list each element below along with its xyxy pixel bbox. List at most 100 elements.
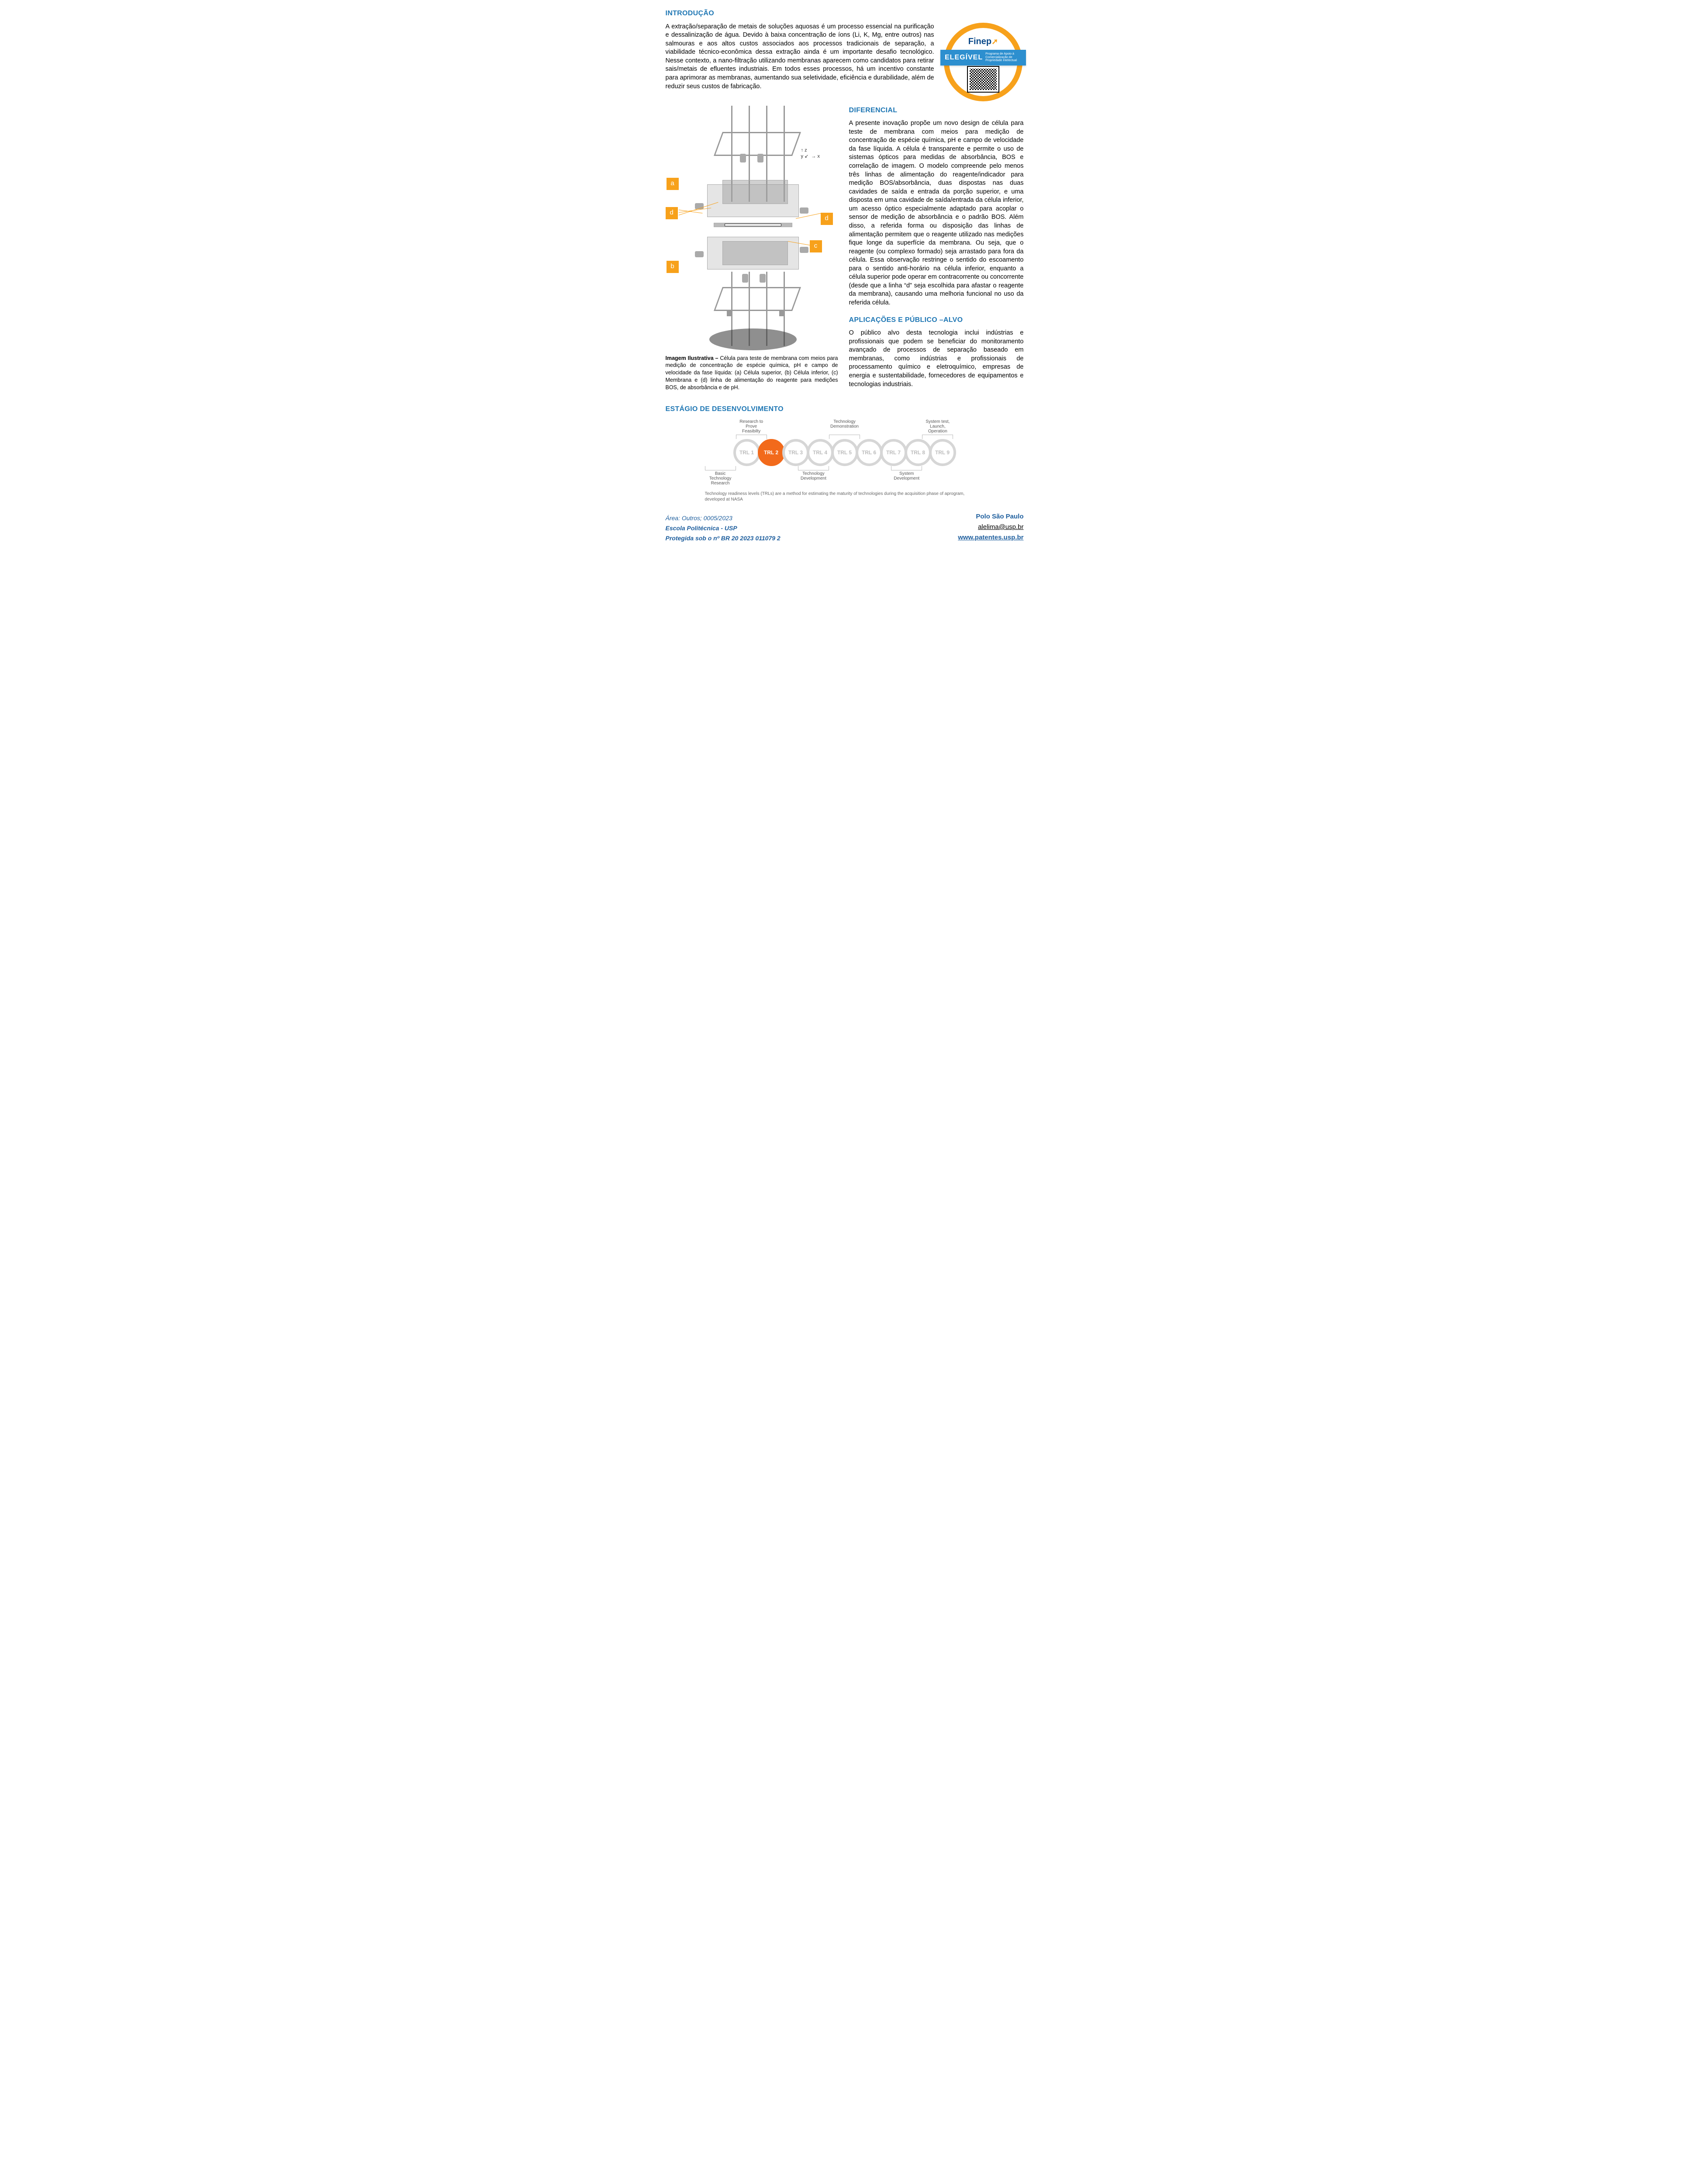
trl-circle-2: TRL 2 <box>758 439 785 466</box>
lower-cell-inner <box>722 241 788 265</box>
trl-note: Technology readiness levels (TRLs) are a… <box>705 491 984 503</box>
footer-right: Polo São Paulo alelima@usp.br www.patent… <box>958 512 1023 543</box>
text-column: DIFERENCIAL A presente inovação propõe u… <box>849 106 1024 395</box>
nut <box>779 311 784 316</box>
trl-top-brackets <box>705 435 984 439</box>
axis-x: x <box>817 154 820 159</box>
trl-top-label <box>767 418 798 435</box>
trl-bracket <box>705 466 736 470</box>
axis-y: y <box>801 154 804 159</box>
trl-top-label <box>705 418 736 435</box>
footer-polo: Polo São Paulo <box>958 512 1023 521</box>
trl-circle-5: TRL 5 <box>831 439 858 466</box>
diferencial-body: A presente inovação propõe um novo desig… <box>849 119 1024 307</box>
section-title-aplicacoes: APLICAÇÕES E PÚBLICO –ALVO <box>849 315 1024 325</box>
figure-label-d-left: d <box>666 207 678 219</box>
figure-label-d-right: d <box>821 213 833 225</box>
ribbon-sub3: Propriedade Intelectual <box>985 59 1017 62</box>
ribbon-main-text: ELEGÍVEL <box>945 53 983 62</box>
trl-bottom-label <box>922 470 953 487</box>
trl-bottom-label <box>767 470 798 487</box>
trl-bottom-label: Technology Development <box>798 470 829 487</box>
trl-circles-row: TRL 1TRL 2TRL 3TRL 4TRL 5TRL 6TRL 7TRL 8… <box>733 439 956 466</box>
trl-top-label <box>953 418 984 435</box>
side-port <box>695 251 704 257</box>
trl-bottom-label <box>829 470 860 487</box>
finep-arrow-icon: ➚ <box>991 37 998 46</box>
fitting <box>740 154 746 162</box>
figure-caption: Imagem Ilustrativa – Célula para teste d… <box>666 355 838 391</box>
trl-bottom-label: System Development <box>891 470 922 487</box>
finep-logo: Finep➚ <box>968 36 998 48</box>
exploded-cell-figure: ↑ z y ↙ → x <box>666 106 838 350</box>
section-title-intro: INTRODUÇÃO <box>666 9 1024 18</box>
trl-bottom-label <box>953 470 984 487</box>
caption-lead: Imagem Ilustrativa – <box>666 355 720 361</box>
membrane-frame <box>725 224 781 226</box>
trl-top-label <box>891 418 922 435</box>
section-title-diferencial: DIFERENCIAL <box>849 106 1024 115</box>
trl-top-label: System test, Launch, Operation <box>922 418 953 435</box>
trl-circle-4: TRL 4 <box>807 439 834 466</box>
intro-row: A extração/separação de metais de soluçõ… <box>666 23 1024 101</box>
footer-protected: Protegida sob o nº BR 20 2023 011079 2 <box>666 534 781 543</box>
trl-top-labels: Research to Prove Feasibilty Technology D… <box>705 418 984 435</box>
shadow <box>709 328 797 350</box>
trl-top-label: Technology Demonstration <box>829 418 860 435</box>
trl-circle-3: TRL 3 <box>782 439 809 466</box>
trl-top-label <box>860 418 891 435</box>
intro-body: A extração/separação de metais de soluçõ… <box>666 23 934 101</box>
axis-indicator: ↑ z y ↙ → x <box>801 147 820 160</box>
badge-ribbon: ELEGÍVEL Programa de Apoio à Comercializ… <box>940 50 1026 66</box>
footer-site-link[interactable]: www.patentes.usp.br <box>958 533 1023 542</box>
ribbon-sub2: Comercialização de <box>985 56 1012 59</box>
finep-text: Finep <box>968 37 991 46</box>
trl-bottom-label: Basic Technology Research <box>705 470 736 487</box>
trl-circle-8: TRL 8 <box>905 439 932 466</box>
footer-school: Escola Politécnica - USP <box>666 524 781 532</box>
trl-section: ESTÁGIO DE DESENVOLVIMENTO Research to P… <box>666 404 1024 503</box>
top-frame <box>713 132 801 156</box>
nut <box>727 311 732 316</box>
trl-bottom-brackets <box>705 466 984 470</box>
section-title-estagio: ESTÁGIO DE DESENVOLVIMENTO <box>666 404 1024 414</box>
trl-circle-7: TRL 7 <box>880 439 907 466</box>
figure-label-a: a <box>667 178 679 190</box>
badge-column: Finep➚ ELEGÍVEL Programa de Apoio à Come… <box>943 23 1024 101</box>
figure-column: ↑ z y ↙ → x <box>666 106 838 395</box>
trl-bottom-label <box>860 470 891 487</box>
trl-diagram: Research to Prove Feasibilty Technology D… <box>666 418 1024 503</box>
trl-circle-9: TRL 9 <box>929 439 956 466</box>
mid-row: ↑ z y ↙ → x <box>666 106 1024 395</box>
axis-z: z <box>805 148 807 153</box>
bottom-frame <box>713 287 801 311</box>
qr-code-icon <box>968 67 998 92</box>
trl-bracket <box>922 435 953 439</box>
aplicacoes-body: O público alvo desta tecnologia inclui i… <box>849 329 1024 389</box>
side-port <box>800 207 808 214</box>
footer-area: Área: Outros; 0005/2023 <box>666 514 781 522</box>
trl-top-label: Research to Prove Feasibilty <box>736 418 767 435</box>
trl-circle-6: TRL 6 <box>856 439 883 466</box>
ribbon-sub1: Programa de Apoio à <box>985 52 1014 55</box>
footer: Área: Outros; 0005/2023 Escola Politécni… <box>666 512 1024 543</box>
fitting <box>760 274 766 283</box>
leader-line <box>795 213 821 218</box>
trl-bracket <box>736 435 767 439</box>
figure-label-c: c <box>810 240 822 252</box>
side-port <box>800 247 808 253</box>
footer-email-link[interactable]: alelima@usp.br <box>958 523 1023 532</box>
trl-bracket <box>829 435 860 439</box>
trl-bracket <box>798 466 829 470</box>
ribbon-sub-text: Programa de Apoio à Comercialização de P… <box>985 52 1017 62</box>
trl-bottom-label <box>736 470 767 487</box>
footer-left: Área: Outros; 0005/2023 Escola Politécni… <box>666 514 781 543</box>
fitting <box>742 274 748 283</box>
trl-circle-1: TRL 1 <box>733 439 760 466</box>
trl-bracket <box>891 466 922 470</box>
fitting <box>757 154 763 162</box>
figure-label-b: b <box>667 261 679 273</box>
trl-top-label <box>798 418 829 435</box>
trl-bottom-labels: Basic Technology Research Technology Deve… <box>705 470 984 487</box>
eligibility-badge: Finep➚ ELEGÍVEL Programa de Apoio à Come… <box>944 23 1022 101</box>
